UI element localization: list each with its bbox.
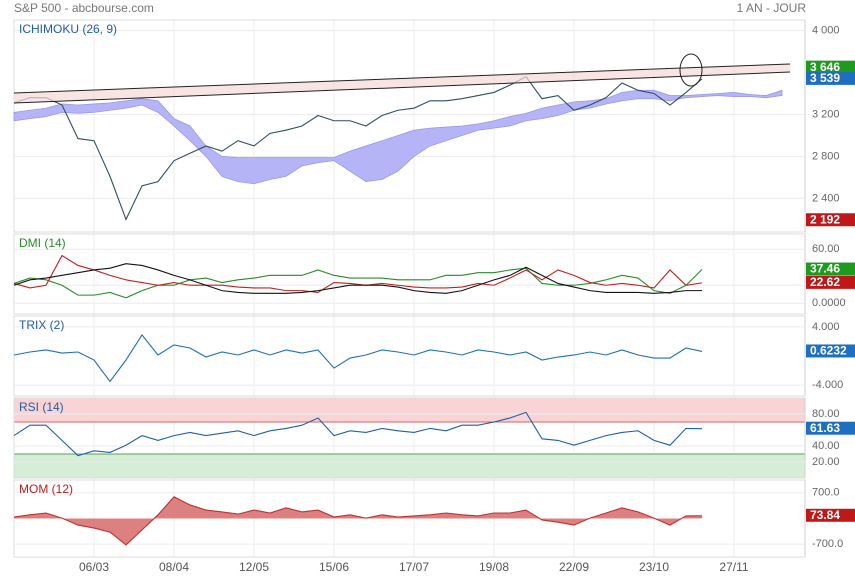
- line: [13, 75, 703, 221]
- y-tick-label: 700.0: [812, 487, 840, 499]
- value-tag-label: 3 646: [810, 60, 840, 74]
- line: [13, 267, 703, 299]
- panel-title: MOM (12): [19, 482, 73, 496]
- value-tag-label: 73.84: [810, 508, 840, 522]
- line: [13, 263, 702, 294]
- x-tick-label: 15/06: [319, 560, 349, 574]
- value-tag-label: 0.6232: [810, 344, 847, 358]
- value-tag-label: 2 192: [810, 212, 840, 226]
- y-tick-label: 40.00: [812, 440, 840, 452]
- plot-layer: 06/03 08/04 12/05 15/06 17/07 19/08 22/09 23/10…: [13, 19, 846, 574]
- area: [14, 496, 702, 545]
- x-tick-label: 12/05: [239, 560, 269, 574]
- y-tick-label: 3 200: [812, 108, 840, 120]
- highlight-ellipse: [679, 53, 703, 87]
- y-tick-label: 4 000: [812, 24, 840, 36]
- y-tick-label: 0.0000: [812, 297, 846, 309]
- y-tick-label: 4.000: [812, 321, 840, 333]
- line: [13, 254, 703, 293]
- y-tick-label: 20.00: [812, 456, 840, 468]
- value-tag: [806, 213, 855, 227]
- y-tick-label: -4.000: [812, 379, 843, 391]
- x-tick-label: 23/10: [639, 560, 669, 574]
- value-tag-label: 3 539: [810, 71, 840, 85]
- value-tag: [806, 71, 855, 85]
- value-tag: [806, 60, 855, 74]
- panel-frame: [13, 19, 806, 233]
- panel-title: DMI (14): [19, 236, 66, 250]
- panel-title: RSI (14): [19, 400, 64, 414]
- zone-band: [14, 398, 805, 422]
- line: [13, 333, 703, 383]
- y-tick-label: 80.00: [812, 408, 840, 420]
- x-tick-label: 08/04: [159, 560, 189, 574]
- value-tag: [806, 275, 855, 289]
- line: [13, 496, 703, 546]
- y-tick-label: -700.0: [812, 538, 843, 550]
- value-tag-label: 37.46: [810, 262, 840, 276]
- panel-title: TRIX (2): [19, 318, 64, 332]
- x-tick-label: 19/08: [479, 560, 509, 574]
- x-tick-label: 22/09: [559, 560, 589, 574]
- panel-frame: [13, 233, 806, 315]
- chart-period: 1 AN - JOUR: [737, 1, 807, 15]
- value-tag: [806, 421, 855, 435]
- trend-line: [13, 71, 791, 104]
- panel-frame: [13, 315, 806, 397]
- zone-band: [14, 454, 805, 478]
- x-tick-label: 17/07: [399, 560, 429, 574]
- line: [13, 411, 703, 457]
- y-tick-label: 60.00: [812, 243, 840, 255]
- panel-title: ICHIMOKU (26, 9): [19, 22, 117, 36]
- value-tag: [806, 262, 855, 276]
- x-tick-label: 06/03: [79, 560, 109, 574]
- value-tag-label: 61.63: [810, 421, 840, 435]
- x-tick-label: 27/11: [719, 560, 748, 574]
- ichimoku-cloud: [13, 89, 783, 185]
- value-tag-label: 22.62: [810, 275, 840, 289]
- trend-line: [13, 63, 791, 94]
- y-tick-label: 2 400: [812, 192, 840, 204]
- trend-channel: [14, 64, 790, 103]
- value-tag: [806, 344, 855, 358]
- y-tick-label: 2 800: [812, 150, 840, 162]
- value-tag: [806, 508, 855, 522]
- chart-header-title: S&P 500 - abcbourse.com: [14, 1, 154, 15]
